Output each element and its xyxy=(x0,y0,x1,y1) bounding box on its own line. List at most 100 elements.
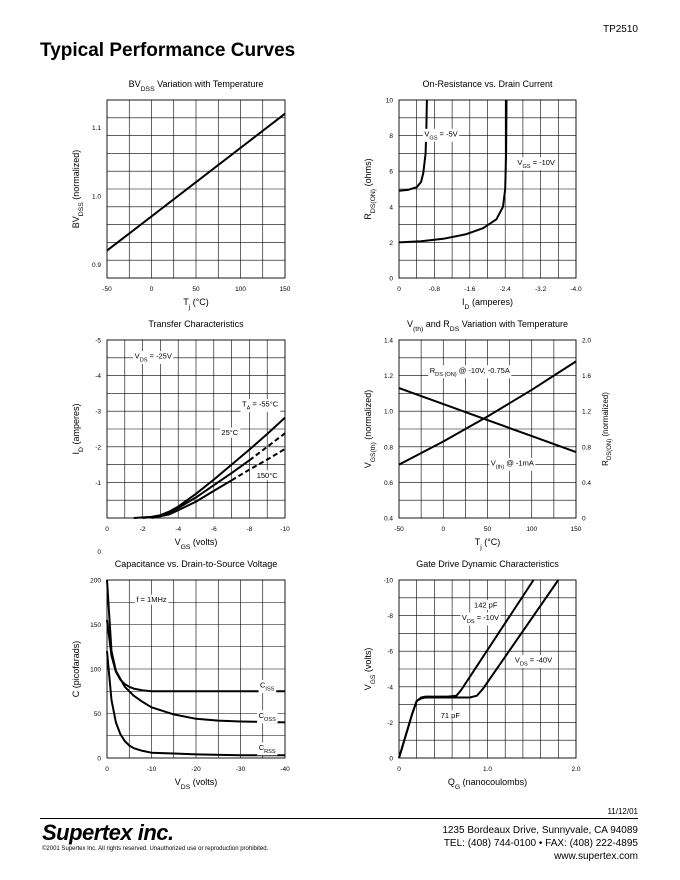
y-tick-label: 100 xyxy=(90,667,101,674)
x-tick-label: 100 xyxy=(235,286,246,293)
x-tick-label: -50 xyxy=(394,526,404,533)
y-tick-label: 0 xyxy=(389,756,393,763)
chart-title: On-Resistance vs. Drain Current xyxy=(422,79,553,89)
y2-tick-label: 2.0 xyxy=(582,338,591,345)
revision-date: 11/12/01 xyxy=(607,807,638,816)
website-link[interactable]: www.supertex.com xyxy=(554,851,638,862)
x-tick-label: -2.4 xyxy=(500,286,512,293)
x-tick-label: 0 xyxy=(105,766,109,773)
chart-title: Capacitance vs. Drain-to-Source Voltage xyxy=(115,559,278,569)
annotation-background xyxy=(240,399,281,413)
chart-title: Transfer Characteristics xyxy=(148,319,244,329)
x-tick-label: 0 xyxy=(441,526,445,533)
plot-frame xyxy=(398,579,577,759)
y-tick-label: -2 xyxy=(95,444,101,451)
footer-divider xyxy=(40,818,638,819)
annotation-label: TA = -55°C xyxy=(242,400,279,412)
y-tick-label: 1.0 xyxy=(384,409,393,416)
plot-frame xyxy=(106,339,286,519)
x-axis-label: Tj (°C) xyxy=(183,297,209,311)
y-tick-label: 0 xyxy=(97,756,101,763)
x-tick-label: 1.0 xyxy=(483,766,492,773)
annotation-background xyxy=(257,710,278,724)
annotation-label: 25°C xyxy=(221,428,238,437)
phone-fax-line: TEL: (408) 744-0100 • FAX: (408) 222-489… xyxy=(443,838,638,849)
series-line xyxy=(231,448,286,482)
chart-title: BVDSS Variation with Temperature xyxy=(129,79,264,93)
annotation-label: CISS xyxy=(260,681,275,693)
series-line xyxy=(106,651,285,757)
annotation-label: f = 1MHz xyxy=(136,595,166,604)
annotation-label: VDS = -40V xyxy=(515,656,552,668)
annotation-label: CRSS xyxy=(259,743,276,755)
annotation-background xyxy=(489,457,536,471)
y-tick-label: 1.2 xyxy=(384,373,393,380)
annotation-label: V(th) @ -1mA xyxy=(491,458,534,470)
annotation-background xyxy=(134,594,169,605)
chart-3: Transfer Characteristics 0 -2 -4 -6 -8 -10 -1 -2… xyxy=(71,319,290,556)
y-tick-label: 0.4 xyxy=(384,516,393,523)
y-tick-label: 0.6 xyxy=(384,480,393,487)
y-tick-label: 10 xyxy=(386,98,394,105)
y-tick-label: -4 xyxy=(95,373,101,380)
chart-1: BVDSS Variation with Temperature -50 0 50 10… xyxy=(71,79,291,311)
x-tick-label: -40 xyxy=(280,766,290,773)
y-tick-label: 0 xyxy=(389,276,393,283)
part-number: TP2510 xyxy=(602,24,638,35)
series-line xyxy=(151,479,233,519)
y-tick-label: 1.4 xyxy=(384,338,393,345)
series-line xyxy=(398,387,577,454)
y-tick-label: -8 xyxy=(387,613,393,620)
y-tick-label: -6 xyxy=(387,649,393,656)
company-logo: Supertex inc. xyxy=(42,820,174,845)
x-tick-label: -10 xyxy=(147,766,157,773)
annotation-label: COSS xyxy=(259,711,277,723)
plot-frame xyxy=(106,99,286,279)
y2-tick-label: 1.2 xyxy=(582,409,591,416)
chart-6: Gate Drive Dynamic Characteristics 0 1.0 2.… xyxy=(363,559,581,791)
y-axis-label: VGS(th) (normalized) xyxy=(363,390,377,469)
annotation-label: 71 pF xyxy=(441,711,461,720)
annotation-background xyxy=(439,710,462,721)
y-axis-label: ID (amperes) xyxy=(71,404,85,455)
series-line xyxy=(398,99,428,192)
x-tick-label: 0 xyxy=(150,286,154,293)
series-line xyxy=(133,416,286,519)
plot-frame xyxy=(106,579,286,759)
annotation-label: VDS = -10V xyxy=(462,613,499,625)
y-axis-label: RDS(ON) (ohms) xyxy=(363,158,377,219)
address-line: 1235 Bordeaux Drive, Sunnyvale, CA 94089 xyxy=(442,825,638,836)
x-axis-label: Tj (°C) xyxy=(475,537,501,551)
y-tick-label: -5 xyxy=(95,338,101,345)
annotation-label: 142 pF xyxy=(474,600,498,609)
annotation-label: VGS = -5V xyxy=(424,129,457,141)
annotation-background xyxy=(422,128,460,142)
x-tick-label: -1.6 xyxy=(464,286,476,293)
y-axis-label: VGS (volts) xyxy=(363,648,377,691)
x-tick-label: 50 xyxy=(484,526,492,533)
x-tick-label: -30 xyxy=(236,766,246,773)
x-tick-label: -20 xyxy=(191,766,201,773)
section-title: Typical Performance Curves xyxy=(40,40,296,61)
x-tick-label: -8 xyxy=(247,526,253,533)
extra-label: 0 xyxy=(97,549,101,556)
y-tick-label: -3 xyxy=(95,409,101,416)
annotation-background xyxy=(515,157,557,171)
x-axis-label: QG (nanocoulombs) xyxy=(448,777,527,791)
y2-tick-label: 0.8 xyxy=(582,444,591,451)
chart-2: On-Resistance vs. Drain Current 0 -0.8 -1.6… xyxy=(363,79,582,311)
series-line xyxy=(398,360,577,466)
y2-axis-label: RDS(ON) (normalized) xyxy=(601,392,613,466)
chart-title: V(th) and RDS Variation with Temperature xyxy=(407,319,568,333)
x-tick-label: 50 xyxy=(192,286,200,293)
x-axis-label: VDS (volts) xyxy=(175,777,217,791)
y-tick-label: -10 xyxy=(384,578,394,585)
y-tick-label: 50 xyxy=(94,711,102,718)
y-axis-label: BVDSS (normalized) xyxy=(71,150,85,229)
series-line xyxy=(106,579,286,724)
company-address-block: 1235 Bordeaux Drive, Sunnyvale, CA 94089… xyxy=(442,824,638,863)
annotation-label: VGS = -10V xyxy=(517,158,555,170)
y-axis-label: C (picofarads) xyxy=(71,641,81,698)
annotation-background xyxy=(258,680,277,694)
